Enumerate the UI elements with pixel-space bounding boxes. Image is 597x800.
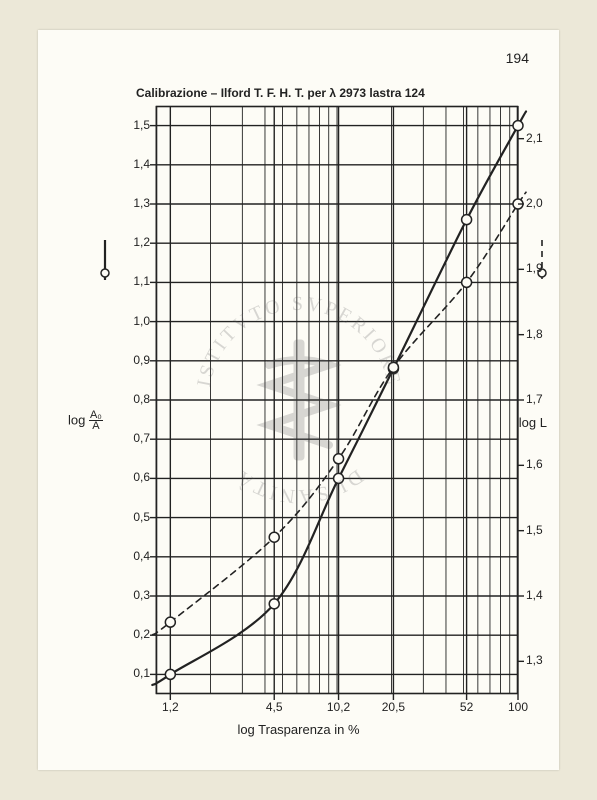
tick-label: 1,2: [162, 700, 179, 714]
tick-label: 2,0: [526, 196, 543, 210]
tick-label: 0,8: [133, 392, 150, 406]
solid-marker: [165, 669, 175, 679]
tick-label: 1,2: [133, 235, 150, 249]
tick-label: 4,5: [266, 700, 283, 714]
tick-label: 0,3: [133, 588, 150, 602]
tick-label: 1,6: [526, 457, 543, 471]
chart-card: 194 Calibrazione – Ilford T. F. H. T. pe…: [38, 30, 559, 770]
tick-label: 10,2: [327, 700, 350, 714]
dashed-marker: [388, 362, 398, 372]
dashed-marker: [334, 454, 344, 464]
y-right-axis-label: log L: [519, 415, 547, 430]
tick-label: 1,4: [133, 157, 150, 171]
tick-label: 2,1: [526, 131, 543, 145]
tick-label: 0,5: [133, 510, 150, 524]
y-left-axis-label-text: log: [68, 412, 89, 427]
y-left-axis-label: log A₀ A: [68, 410, 103, 432]
tick-label: 1,0: [133, 314, 150, 328]
dashed-marker: [165, 617, 175, 627]
page-number: 194: [506, 50, 529, 66]
tick-label: 1,3: [526, 653, 543, 667]
solid-marker: [513, 121, 523, 131]
dashed-marker: [462, 277, 472, 287]
tick-label: 0,9: [133, 353, 150, 367]
tick-label: 1,8: [526, 327, 543, 341]
tick-label: 0,7: [133, 431, 150, 445]
tick-label: 1,7: [526, 392, 543, 406]
tick-label: 0,4: [133, 549, 150, 563]
tick-label: 1,3: [133, 196, 150, 210]
tick-label: 1,5: [133, 118, 150, 132]
tick-label: 1,4: [526, 588, 543, 602]
tick-label: 1,1: [133, 274, 150, 288]
tick-label: 100: [508, 700, 528, 714]
tick-label: 20,5: [382, 700, 405, 714]
legend-solid-icon: [98, 240, 112, 280]
solid-marker: [269, 599, 279, 609]
tick-label: 1,9: [526, 261, 543, 275]
dashed-marker: [269, 532, 279, 542]
calibration-chart: [156, 106, 518, 694]
page: 194 Calibrazione – Ilford T. F. H. T. pe…: [0, 0, 597, 800]
tick-label: 52: [460, 700, 473, 714]
tick-label: 1,5: [526, 523, 543, 537]
tick-label: 0,1: [133, 666, 150, 680]
solid-marker: [462, 215, 472, 225]
chart-title: Calibrazione – Ilford T. F. H. T. per λ …: [136, 86, 425, 100]
solid-marker: [334, 473, 344, 483]
tick-label: 0,2: [133, 627, 150, 641]
x-axis-label: log Trasparenza in %: [38, 722, 559, 737]
tick-label: 0,6: [133, 470, 150, 484]
